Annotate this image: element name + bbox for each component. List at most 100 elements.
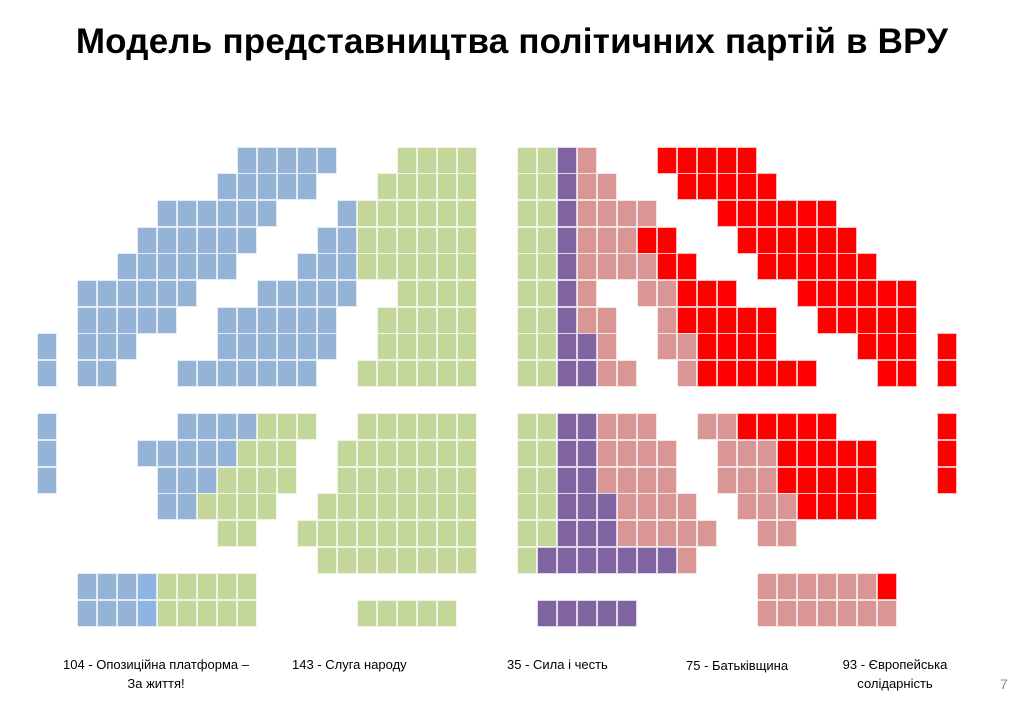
seat-opposition-platform (317, 146, 337, 174)
seat-servant-of-people (457, 280, 477, 308)
seat-servant-of-people (157, 573, 177, 601)
seat-servant-of-people (157, 600, 177, 628)
seat-servant-of-people (517, 413, 537, 441)
seat-opposition-platform (77, 333, 97, 361)
seat-servant-of-people (357, 413, 377, 441)
seat-opposition-platform (237, 360, 257, 388)
seat-batkivshchyna (617, 466, 637, 494)
seat-opposition-platform (277, 280, 297, 308)
seat-opposition-platform (257, 173, 277, 201)
seat-opposition-platform (237, 306, 257, 334)
seat-servant-of-people (437, 280, 457, 308)
seat-opposition-platform (297, 146, 317, 174)
seat-opposition-platform (297, 333, 317, 361)
seat-servant-of-people (517, 280, 537, 308)
seat-opposition-platform (137, 253, 157, 281)
seat-servant-of-people (517, 173, 537, 201)
seat-servant-of-people (217, 520, 237, 548)
seat-servant-of-people (357, 200, 377, 227)
seat-batkivshchyna (637, 253, 657, 281)
seat-servant-of-people (437, 493, 457, 521)
seat-servant-of-people (437, 600, 457, 628)
seat-european-solidarity (797, 360, 817, 388)
seat-servant-of-people (177, 600, 197, 628)
seat-servant-of-people (397, 360, 417, 388)
seat-servant-of-people (457, 253, 477, 281)
seat-strength-and-honor (617, 600, 637, 628)
seat-servant-of-people (397, 493, 417, 521)
seat-strength-and-honor (577, 440, 597, 468)
seat-opposition-platform (237, 226, 257, 254)
seat-batkivshchyna (657, 493, 677, 521)
seat-opposition-platform (177, 360, 197, 388)
seat-servant-of-people (197, 600, 217, 628)
seat-european-solidarity (837, 253, 857, 281)
seat-european-solidarity (777, 226, 797, 254)
seat-batkivshchyna (797, 573, 817, 601)
seat-european-solidarity (697, 306, 717, 334)
seat-opposition-platform (77, 280, 97, 308)
seat-servant-of-people (397, 280, 417, 308)
seat-servant-of-people (417, 280, 437, 308)
seat-servant-of-people (437, 200, 457, 227)
seat-servant-of-people (377, 253, 397, 281)
seat-european-solidarity (797, 493, 817, 521)
seat-batkivshchyna (637, 466, 657, 494)
seat-servant-of-people (357, 226, 377, 254)
seat-opposition-platform (257, 306, 277, 334)
seat-servant-of-people (377, 466, 397, 494)
seat-opposition-platform (317, 333, 337, 361)
seat-strength-and-honor (557, 546, 577, 574)
seat-servant-of-people (377, 173, 397, 201)
seat-batkivshchyna (637, 440, 657, 468)
seat-strength-and-honor (557, 306, 577, 334)
seat-servant-of-people (397, 440, 417, 468)
seat-servant-of-people (537, 360, 557, 388)
seat-servant-of-people (417, 306, 437, 334)
seat-european-solidarity (777, 413, 797, 441)
seat-european-solidarity (717, 333, 737, 361)
seat-batkivshchyna (657, 520, 677, 548)
seat-batkivshchyna (697, 520, 717, 548)
seat-opposition-platform (157, 280, 177, 308)
seat-european-solidarity (937, 413, 957, 441)
seat-batkivshchyna (617, 226, 637, 254)
seat-servant-of-people (537, 200, 557, 227)
seat-european-solidarity (937, 440, 957, 468)
seat-batkivshchyna (617, 413, 637, 441)
seat-european-solidarity (657, 226, 677, 254)
seat-batkivshchyna (837, 573, 857, 601)
seat-opposition-platform (117, 600, 137, 628)
seat-opposition-platform (277, 333, 297, 361)
seat-opposition-platform (297, 280, 317, 308)
seat-european-solidarity (777, 466, 797, 494)
seat-european-solidarity (797, 253, 817, 281)
seat-strength-and-honor (537, 600, 557, 628)
seat-european-solidarity (657, 146, 677, 174)
seat-batkivshchyna (877, 600, 897, 628)
seat-european-solidarity (777, 253, 797, 281)
seat-batkivshchyna (597, 200, 617, 227)
seat-servant-of-people (417, 253, 437, 281)
legend-label-line1: 143 - Слуга народу (292, 657, 407, 672)
seat-european-solidarity (637, 226, 657, 254)
seat-european-solidarity (797, 413, 817, 441)
seat-opposition-platform (177, 413, 197, 441)
seat-servant-of-people (377, 333, 397, 361)
seat-servant-of-people (437, 253, 457, 281)
seat-strength-and-honor (557, 173, 577, 201)
seat-servant-of-people (517, 306, 537, 334)
seat-servant-of-people (517, 520, 537, 548)
seat-strength-and-honor (577, 520, 597, 548)
seat-servant-of-people (457, 226, 477, 254)
seat-european-solidarity (737, 413, 757, 441)
seat-batkivshchyna (597, 360, 617, 388)
seat-batkivshchyna (577, 253, 597, 281)
seat-servant-of-people (537, 493, 557, 521)
seat-european-solidarity (837, 466, 857, 494)
seat-opposition-platform (157, 253, 177, 281)
seat-european-solidarity (737, 146, 757, 174)
seat-servant-of-people (517, 466, 537, 494)
seat-european-solidarity (717, 200, 737, 227)
seat-servant-of-people (417, 466, 437, 494)
